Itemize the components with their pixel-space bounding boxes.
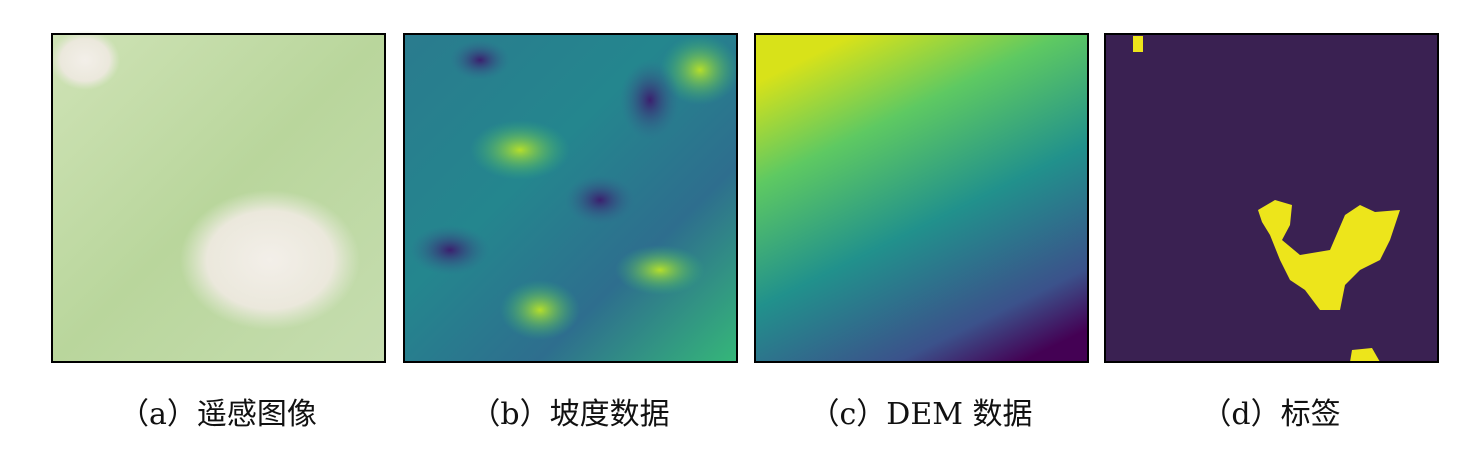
caption: （c）DEM 数据 bbox=[809, 397, 1032, 432]
panel-image bbox=[1104, 33, 1439, 363]
caption: （a）遥感图像 bbox=[119, 397, 317, 432]
panel-image bbox=[403, 33, 740, 363]
panel-image bbox=[50, 30, 386, 363]
caption: （b）坡度数据 bbox=[470, 397, 669, 432]
caption: （d）标签 bbox=[1201, 397, 1340, 432]
panel-image bbox=[754, 33, 1089, 363]
